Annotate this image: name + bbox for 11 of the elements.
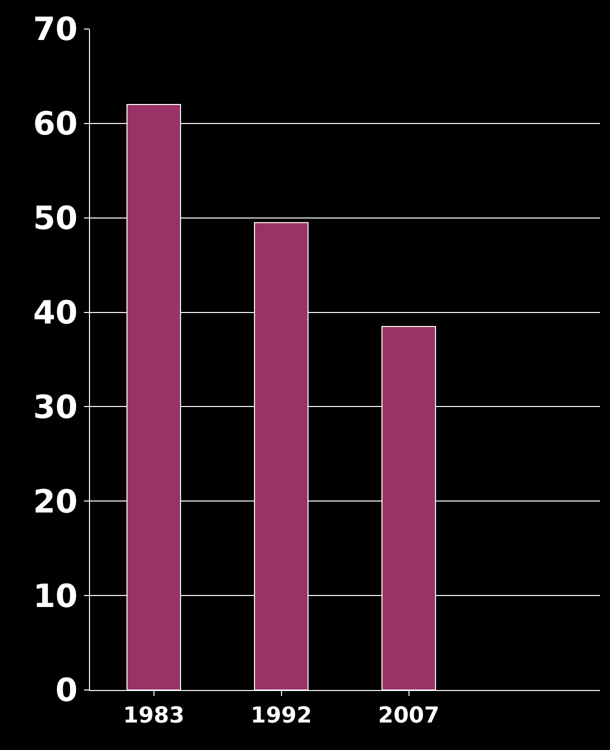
y-tick-label: 20 <box>33 482 78 520</box>
y-tick-label: 30 <box>33 388 78 426</box>
y-tick-label: 60 <box>33 104 78 143</box>
y-tick-label: 40 <box>33 293 78 332</box>
y-tick-label: 70 <box>33 10 78 48</box>
x-tick-label: 2007 <box>378 703 440 728</box>
x-tick-label: 1983 <box>123 703 184 728</box>
x-tick-label: 1992 <box>250 703 312 728</box>
y-tick-label: 0 <box>55 671 78 710</box>
y-tick-label: 10 <box>33 576 78 615</box>
y-tick-label: 50 <box>33 199 78 238</box>
